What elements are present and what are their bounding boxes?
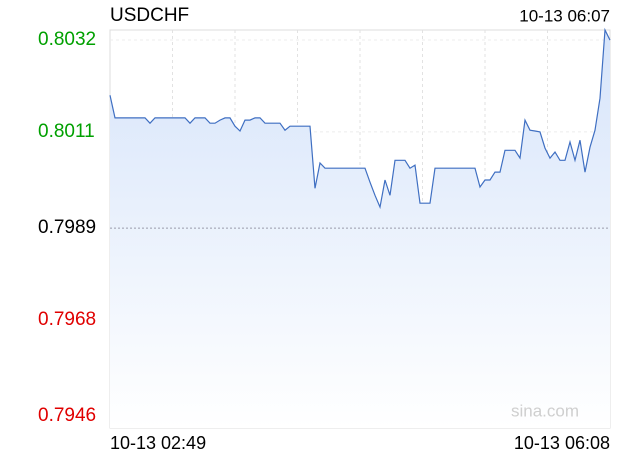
watermark: sina.com [511, 401, 579, 420]
area [110, 30, 610, 428]
y-tick-label: 0.7968 [38, 309, 96, 330]
current-time: 10-13 06:07 [519, 6, 610, 25]
y-tick-label: 0.7989 [38, 217, 96, 238]
chart-title: USDCHF [110, 5, 189, 26]
price-line [109, 27, 611, 210]
x-tick-label: 10-13 06:08 [514, 433, 610, 453]
y-tick-label: 0.8032 [38, 29, 96, 50]
y-tick-label: 0.7946 [38, 405, 96, 426]
x-tick-label: 10-13 02:49 [110, 433, 206, 453]
y-tick-label: 0.8011 [38, 121, 95, 142]
